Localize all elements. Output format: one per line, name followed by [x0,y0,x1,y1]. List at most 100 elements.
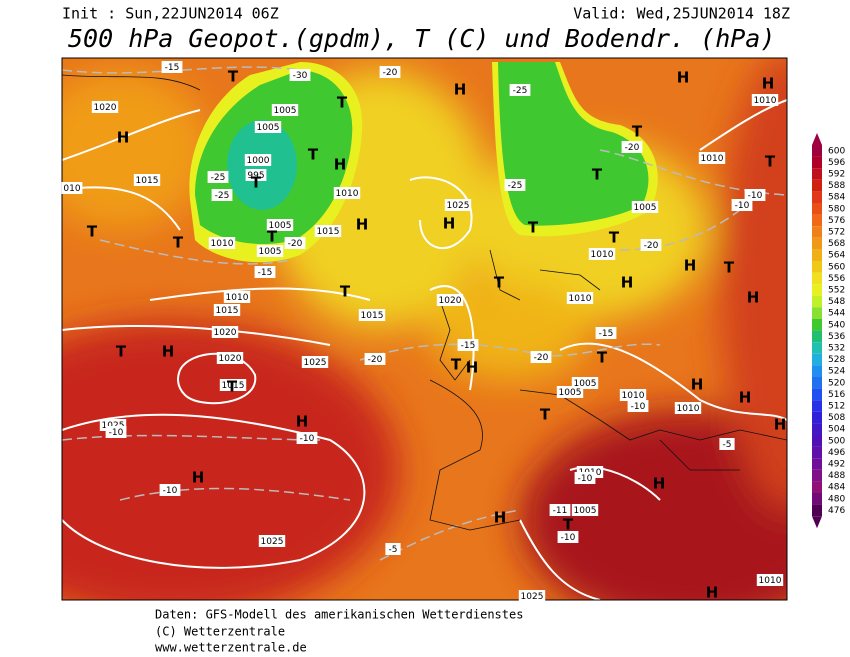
pressure-system: H [739,389,752,407]
colorbar-swatch [812,145,822,157]
pressure-label: 1010 [622,391,645,401]
pressure-system: H [454,81,467,99]
colorbar-swatch [812,411,822,424]
colorbar-swatch [812,272,822,285]
colorbar-label: 504 [828,425,845,435]
temperature-label-box [254,266,276,278]
temperature-label-box [364,353,386,365]
colorbar-label: 584 [828,193,845,203]
colorbar-label: 480 [828,494,845,504]
temperature-label: -30 [293,71,308,81]
pressure-label: 1025 [521,592,544,602]
pressure-label-box [219,379,247,391]
colorbar-label: 516 [828,390,845,400]
valid-time: Valid: Wed,25JUN2014 18Z [573,5,790,23]
colorbar-label: 580 [828,204,845,214]
pressure-label-box [256,245,284,257]
pressure-label-box [571,504,599,516]
pressure-label-box [223,291,251,303]
pressure-system: H [677,69,690,87]
colorbar-swatch [812,504,822,517]
pressure-label-box [333,187,361,199]
pressure-system: T [267,228,278,246]
temperature-label-box [289,69,311,81]
colorbar-swatch [812,261,822,273]
pressure-system: H [494,509,507,527]
pressure-system: H [162,343,175,361]
temperature-label: -10 [163,486,178,496]
temperature-label-box [574,472,596,484]
temperature-label-box [284,237,306,249]
pressure-label: 1005 [257,123,280,133]
pressure-system: H [691,376,704,394]
pressure-label: 1015 [317,227,340,237]
pressure-system: T [563,516,574,534]
colorbar-swatch [812,226,822,238]
colorbar-swatch [812,353,822,366]
pressure-label-box [314,225,342,237]
pressure-system: H [684,257,697,275]
pressure-label-box [208,237,236,249]
pressure-label-box [566,292,594,304]
colorbar-label: 564 [828,251,845,261]
pressure-label: 1025 [261,537,284,547]
pressure-label: 1015 [361,311,384,321]
pressure-label: 1005 [259,247,282,257]
colorbar-swatch [812,307,822,319]
pressure-label: 1010 [226,293,249,303]
pressure-label-box [358,309,386,321]
pressure-label: 1010 [759,576,782,586]
footer-copyright: (C) Wetterzentrale [155,625,285,639]
pressure-label-box [436,294,464,306]
colorbar-swatch [812,330,822,343]
pressure-label: 1005 [634,203,657,213]
pressure-label: 1025 [304,358,327,368]
colorbar-swatch [812,319,822,331]
colorbar-label: 524 [828,367,845,377]
colorbar-swatch [812,446,822,459]
temperature-label: -5 [723,440,732,450]
colorbar-label: 520 [828,378,845,388]
colorbar-swatch [812,342,822,354]
temperature-label: -10 [578,474,593,484]
pressure-label: 1015 [216,306,239,316]
pressure-label: 1020 [214,328,237,338]
colorbar-swatch [812,156,822,169]
pressure-system: T [632,123,643,141]
pressure-label-box [444,199,472,211]
pressure-system: H [296,413,309,431]
map-labels: 1020 100510051000995101510101005101510101… [61,61,787,602]
temperature-label: -25 [211,173,226,183]
pressure-system: H [706,584,719,602]
temperature-label: -15 [461,341,476,351]
pressure-label-box [556,386,584,398]
temperature-label-box [509,84,531,96]
pressure-system: H [466,359,479,377]
temperature-label: -10 [109,428,124,438]
pressure-label: 1010 [754,96,777,106]
temperature-label-box [640,239,662,251]
pressure-label: 1025 [447,201,470,211]
pressure-label: 1010 [211,239,234,249]
pressure-label: 1010 [569,294,592,304]
pressure-label: 1005 [274,106,297,116]
pressure-label-box [588,248,616,260]
colorbar-swatch [812,458,822,470]
pressure-label-box [271,104,299,116]
pressure-system: T [116,343,127,361]
colorbar-label: 540 [828,320,845,330]
pressure-label-box [619,389,647,401]
temperature-label-box [105,426,127,438]
colorbar: 6005965925885845805765725685645605565525… [812,133,845,529]
pressure-label: 1005 [559,388,582,398]
temperature-label-box [719,438,735,450]
pressure-label-box [91,101,119,113]
temperature-label: -10 [631,402,646,412]
colorbar-swatch [812,295,822,308]
temperature-label-box [296,432,318,444]
colorbar-bottom-arrow [812,516,822,529]
pressure-label: 1010 [591,250,614,260]
colorbar-label: 568 [828,239,845,249]
pressure-system: T [340,283,351,301]
pressure-system: H [774,416,787,434]
